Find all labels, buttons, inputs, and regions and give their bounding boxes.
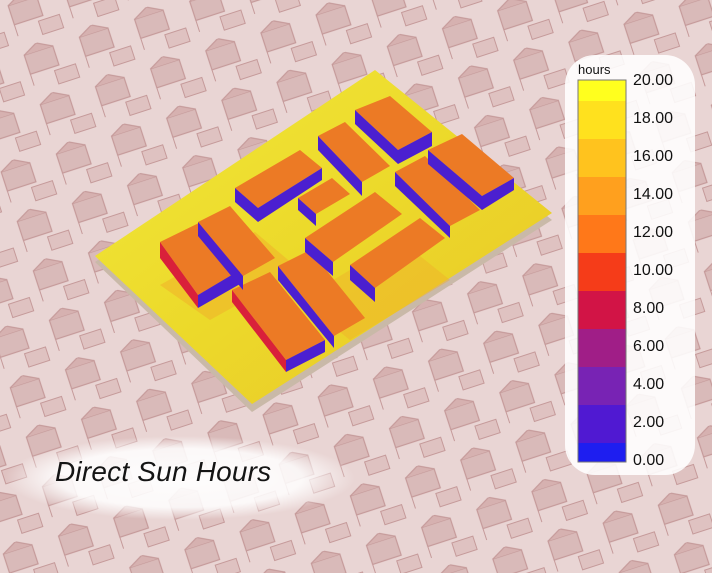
legend-tick-label: 10.00 bbox=[633, 262, 674, 279]
legend-color-band bbox=[578, 367, 626, 405]
legend-tick-label: 16.00 bbox=[633, 148, 674, 165]
building bbox=[278, 250, 365, 348]
legend-tick-label: 0.00 bbox=[633, 452, 665, 469]
building bbox=[355, 96, 432, 164]
building bbox=[305, 192, 402, 276]
building bbox=[160, 220, 240, 308]
caption-title: Direct Sun Hours bbox=[55, 456, 272, 487]
legend-color-band bbox=[578, 443, 626, 462]
legend-tick-label: 2.00 bbox=[633, 414, 665, 431]
legend-color-band bbox=[578, 329, 626, 367]
legend-color-band bbox=[578, 139, 626, 177]
legend-tick-label: 6.00 bbox=[633, 338, 665, 355]
legend-tick-label: 18.00 bbox=[633, 110, 674, 127]
caption-halo bbox=[5, 436, 355, 520]
building bbox=[318, 122, 390, 196]
legend-tick-label: 14.00 bbox=[633, 186, 674, 203]
legend-color-band bbox=[578, 215, 626, 253]
legend-unit-label: hours bbox=[578, 62, 611, 77]
building bbox=[350, 218, 445, 302]
building bbox=[198, 206, 275, 290]
legend-color-scale bbox=[577, 79, 627, 463]
building bbox=[428, 134, 514, 210]
legend-color-band bbox=[578, 291, 626, 329]
building bbox=[298, 178, 350, 226]
legend-tick-label: 4.00 bbox=[633, 376, 665, 393]
legend-color-band bbox=[578, 177, 626, 215]
legend-color-band bbox=[578, 80, 626, 101]
legend-color-band bbox=[578, 253, 626, 291]
legend-tick-label: 12.00 bbox=[633, 224, 674, 241]
legend-tick-label: 8.00 bbox=[633, 300, 665, 317]
building bbox=[232, 272, 325, 372]
legend-bar-outline bbox=[577, 79, 627, 463]
building bbox=[395, 156, 480, 238]
legend-color-band bbox=[578, 405, 626, 443]
legend-color-band bbox=[578, 101, 626, 139]
legend-tick-label: 20.00 bbox=[633, 72, 674, 89]
site-model bbox=[95, 70, 552, 412]
building bbox=[235, 150, 322, 222]
